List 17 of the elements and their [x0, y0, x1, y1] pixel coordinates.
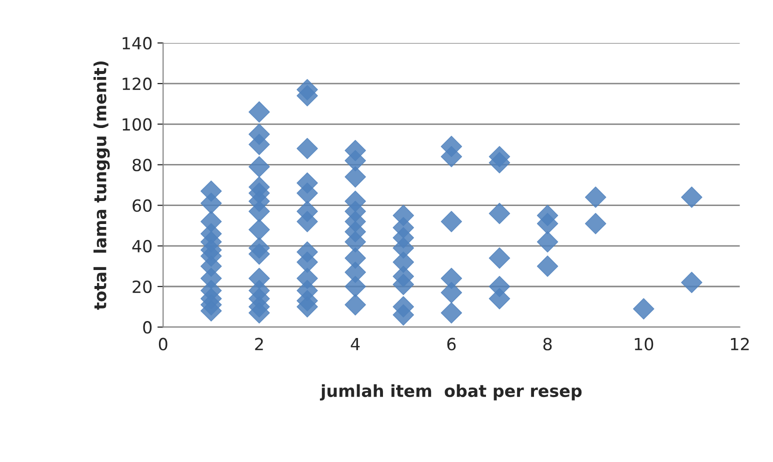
x-tick-label: 12	[730, 338, 749, 350]
y-tick-label: 0	[143, 321, 152, 334]
x-tick-label: 8	[543, 338, 552, 350]
y-tick-label: 120	[122, 78, 152, 90]
y-tick-label: 140	[122, 36, 152, 50]
x-tick-label: 2	[255, 338, 263, 350]
x-axis-title: jumlah item obat per resep	[320, 384, 582, 400]
x-tick-label: 4	[350, 338, 360, 350]
y-tick-label: 20	[132, 280, 152, 294]
x-tick-label: 10	[634, 338, 654, 350]
y-tick-label: 60	[132, 199, 152, 212]
y-axis-title: total lama tunggu (menit)	[94, 61, 110, 310]
y-tick-label: 40	[132, 240, 152, 252]
y-tick-label: 100	[122, 118, 152, 131]
x-tick-label: 0	[158, 338, 168, 350]
x-tick-label: 6	[447, 338, 456, 350]
y-tick-label: 80	[132, 158, 152, 172]
